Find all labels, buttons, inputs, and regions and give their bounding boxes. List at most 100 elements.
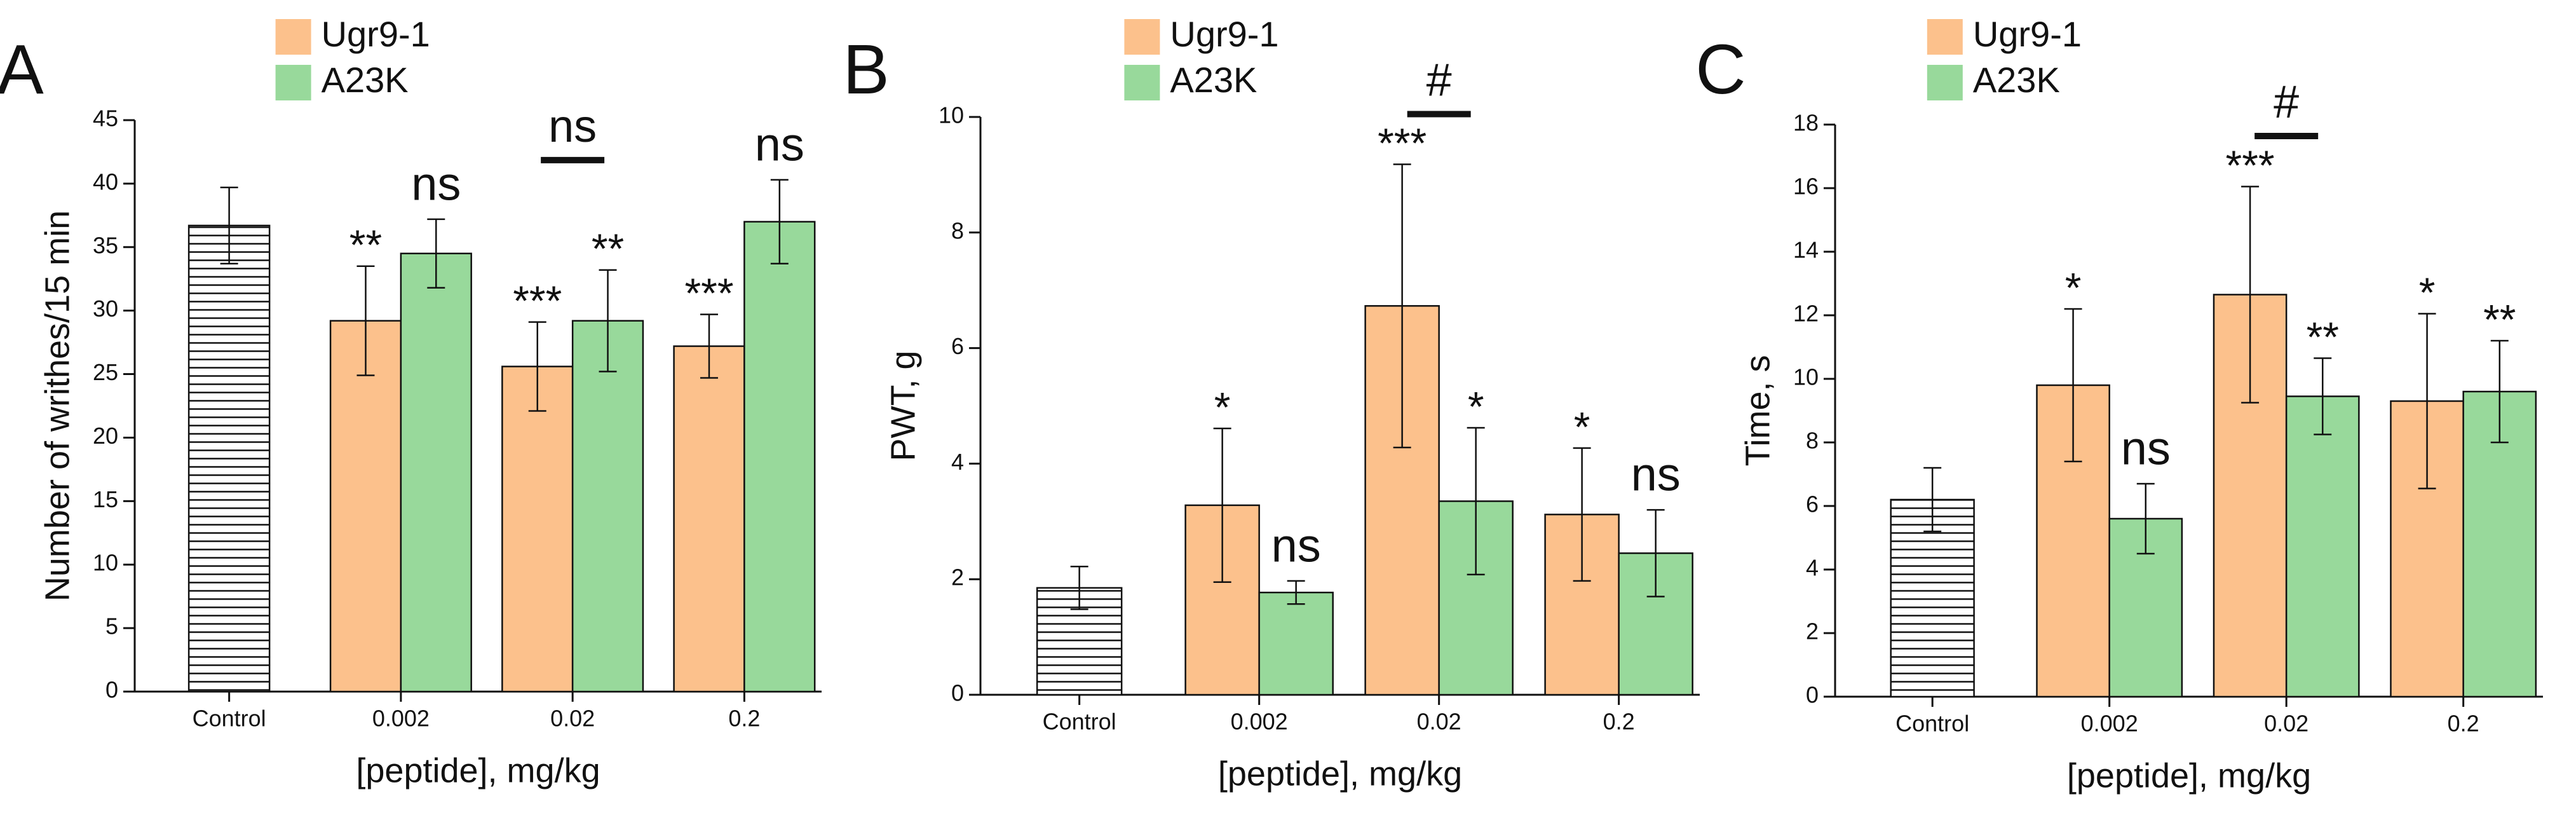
significance-label: *** xyxy=(1378,120,1427,167)
bracket-label: ns xyxy=(548,101,597,152)
error-bar xyxy=(700,313,718,379)
error-bar xyxy=(2136,482,2155,555)
error-bar xyxy=(599,269,617,372)
error-bar xyxy=(1646,509,1665,598)
y-tick-label: 16 xyxy=(1793,174,1819,200)
panel-label: A xyxy=(0,31,44,109)
x-tick-label: 0.2 xyxy=(728,706,760,732)
significance-label: ** xyxy=(592,225,624,272)
y-tick-label: 4 xyxy=(951,449,964,475)
y-tick-label: 8 xyxy=(951,217,964,243)
significance-label: ** xyxy=(2307,313,2339,360)
error-bar xyxy=(1070,565,1088,610)
x-tick-label: Control xyxy=(1043,709,1116,735)
significance-label: ns xyxy=(755,118,804,170)
error-bar xyxy=(528,321,546,412)
x-tick-label: 0.02 xyxy=(1417,709,1461,735)
significance-label: ns xyxy=(2121,422,2171,475)
bar xyxy=(743,221,816,693)
error-bar xyxy=(2418,313,2436,489)
significance-label: ** xyxy=(349,221,382,268)
error-bar xyxy=(2241,186,2260,404)
legend-swatch xyxy=(1124,19,1160,55)
bracket-label: # xyxy=(2274,77,2299,128)
error-bar xyxy=(1923,467,1942,533)
x-tick-label: 0.02 xyxy=(550,706,595,732)
x-tick-label: 0.2 xyxy=(1603,709,1635,735)
y-tick-label: 8 xyxy=(1806,428,1819,454)
error-bar xyxy=(356,265,375,376)
x-axis-label: [peptide], mg/kg xyxy=(356,751,600,789)
significance-label: * xyxy=(1574,403,1590,450)
significance-label: ns xyxy=(411,157,461,210)
y-tick-label: 14 xyxy=(1793,237,1819,263)
y-tick-label: 0 xyxy=(951,680,964,706)
error-bar xyxy=(427,218,445,289)
bracket-label: # xyxy=(1427,55,1452,106)
error-bar xyxy=(2064,308,2082,463)
error-bar xyxy=(220,186,238,264)
legend-label: Ugr9-1 xyxy=(1170,14,1278,54)
y-tick-label: 20 xyxy=(93,423,118,449)
y-tick-label: 0 xyxy=(105,677,118,703)
error-bar xyxy=(2314,357,2332,435)
bar xyxy=(187,224,271,693)
x-axis-label: [peptide], mg/kg xyxy=(2067,756,2311,795)
y-tick-label: 2 xyxy=(1806,618,1819,645)
y-tick-label: 5 xyxy=(105,613,118,639)
significance-label: ** xyxy=(2483,296,2516,343)
y-tick-label: 10 xyxy=(939,102,964,128)
y-tick-label: 0 xyxy=(1806,682,1819,708)
bar xyxy=(571,320,644,693)
y-tick-label: 10 xyxy=(93,550,118,576)
y-tick-label: 18 xyxy=(1793,110,1819,136)
y-tick-label: 15 xyxy=(93,486,118,512)
legend-swatch xyxy=(1927,65,1963,100)
y-tick-label: 2 xyxy=(951,564,964,591)
significance-label: * xyxy=(2419,269,2436,316)
bar xyxy=(400,252,472,693)
panel-label: C xyxy=(1695,31,1746,109)
x-tick-label: 0.002 xyxy=(372,706,430,732)
x-tick-label: Control xyxy=(193,706,266,732)
bar xyxy=(673,345,745,693)
y-tick-label: 40 xyxy=(93,168,118,195)
y-tick-label: 45 xyxy=(93,106,118,132)
significance-label: * xyxy=(1214,383,1231,430)
y-tick-label: 6 xyxy=(1806,491,1819,517)
legend-label: Ugr9-1 xyxy=(1973,14,2082,54)
bar xyxy=(2285,395,2360,698)
y-tick-label: 35 xyxy=(93,232,118,258)
legend-label: A23K xyxy=(1170,60,1257,100)
error-bar xyxy=(1467,427,1485,576)
legend-label: Ugr9-1 xyxy=(322,14,430,54)
y-tick-label: 30 xyxy=(93,296,118,322)
legend-swatch xyxy=(1927,19,1963,55)
y-tick-label: 4 xyxy=(1806,555,1819,581)
error-bar xyxy=(1393,163,1411,449)
significance-label: * xyxy=(2065,264,2082,311)
y-axis-label: Time, s xyxy=(1739,355,1777,467)
x-tick-label: 0.002 xyxy=(2081,711,2138,737)
bar xyxy=(501,366,574,693)
x-tick-label: 0.002 xyxy=(1231,709,1288,735)
y-axis-label: Number of writhes/15 min xyxy=(38,210,76,601)
legend-label: A23K xyxy=(322,60,409,100)
legend-swatch xyxy=(275,19,311,55)
bar xyxy=(329,320,402,693)
error-bar xyxy=(1573,447,1591,582)
y-tick-label: 25 xyxy=(93,359,118,385)
legend-swatch xyxy=(275,65,311,100)
legend-label: A23K xyxy=(1973,60,2060,100)
error-bar xyxy=(1213,427,1231,583)
y-tick-label: 12 xyxy=(1793,301,1819,327)
significance-label: ns xyxy=(1271,519,1321,571)
y-axis-label: PWT, g xyxy=(884,350,922,461)
y-tick-label: 6 xyxy=(951,333,964,359)
error-bar xyxy=(1287,580,1305,605)
x-tick-label: 0.2 xyxy=(2448,711,2479,737)
x-axis-label: [peptide], mg/kg xyxy=(1218,755,1462,793)
y-tick-label: 10 xyxy=(1793,364,1819,390)
